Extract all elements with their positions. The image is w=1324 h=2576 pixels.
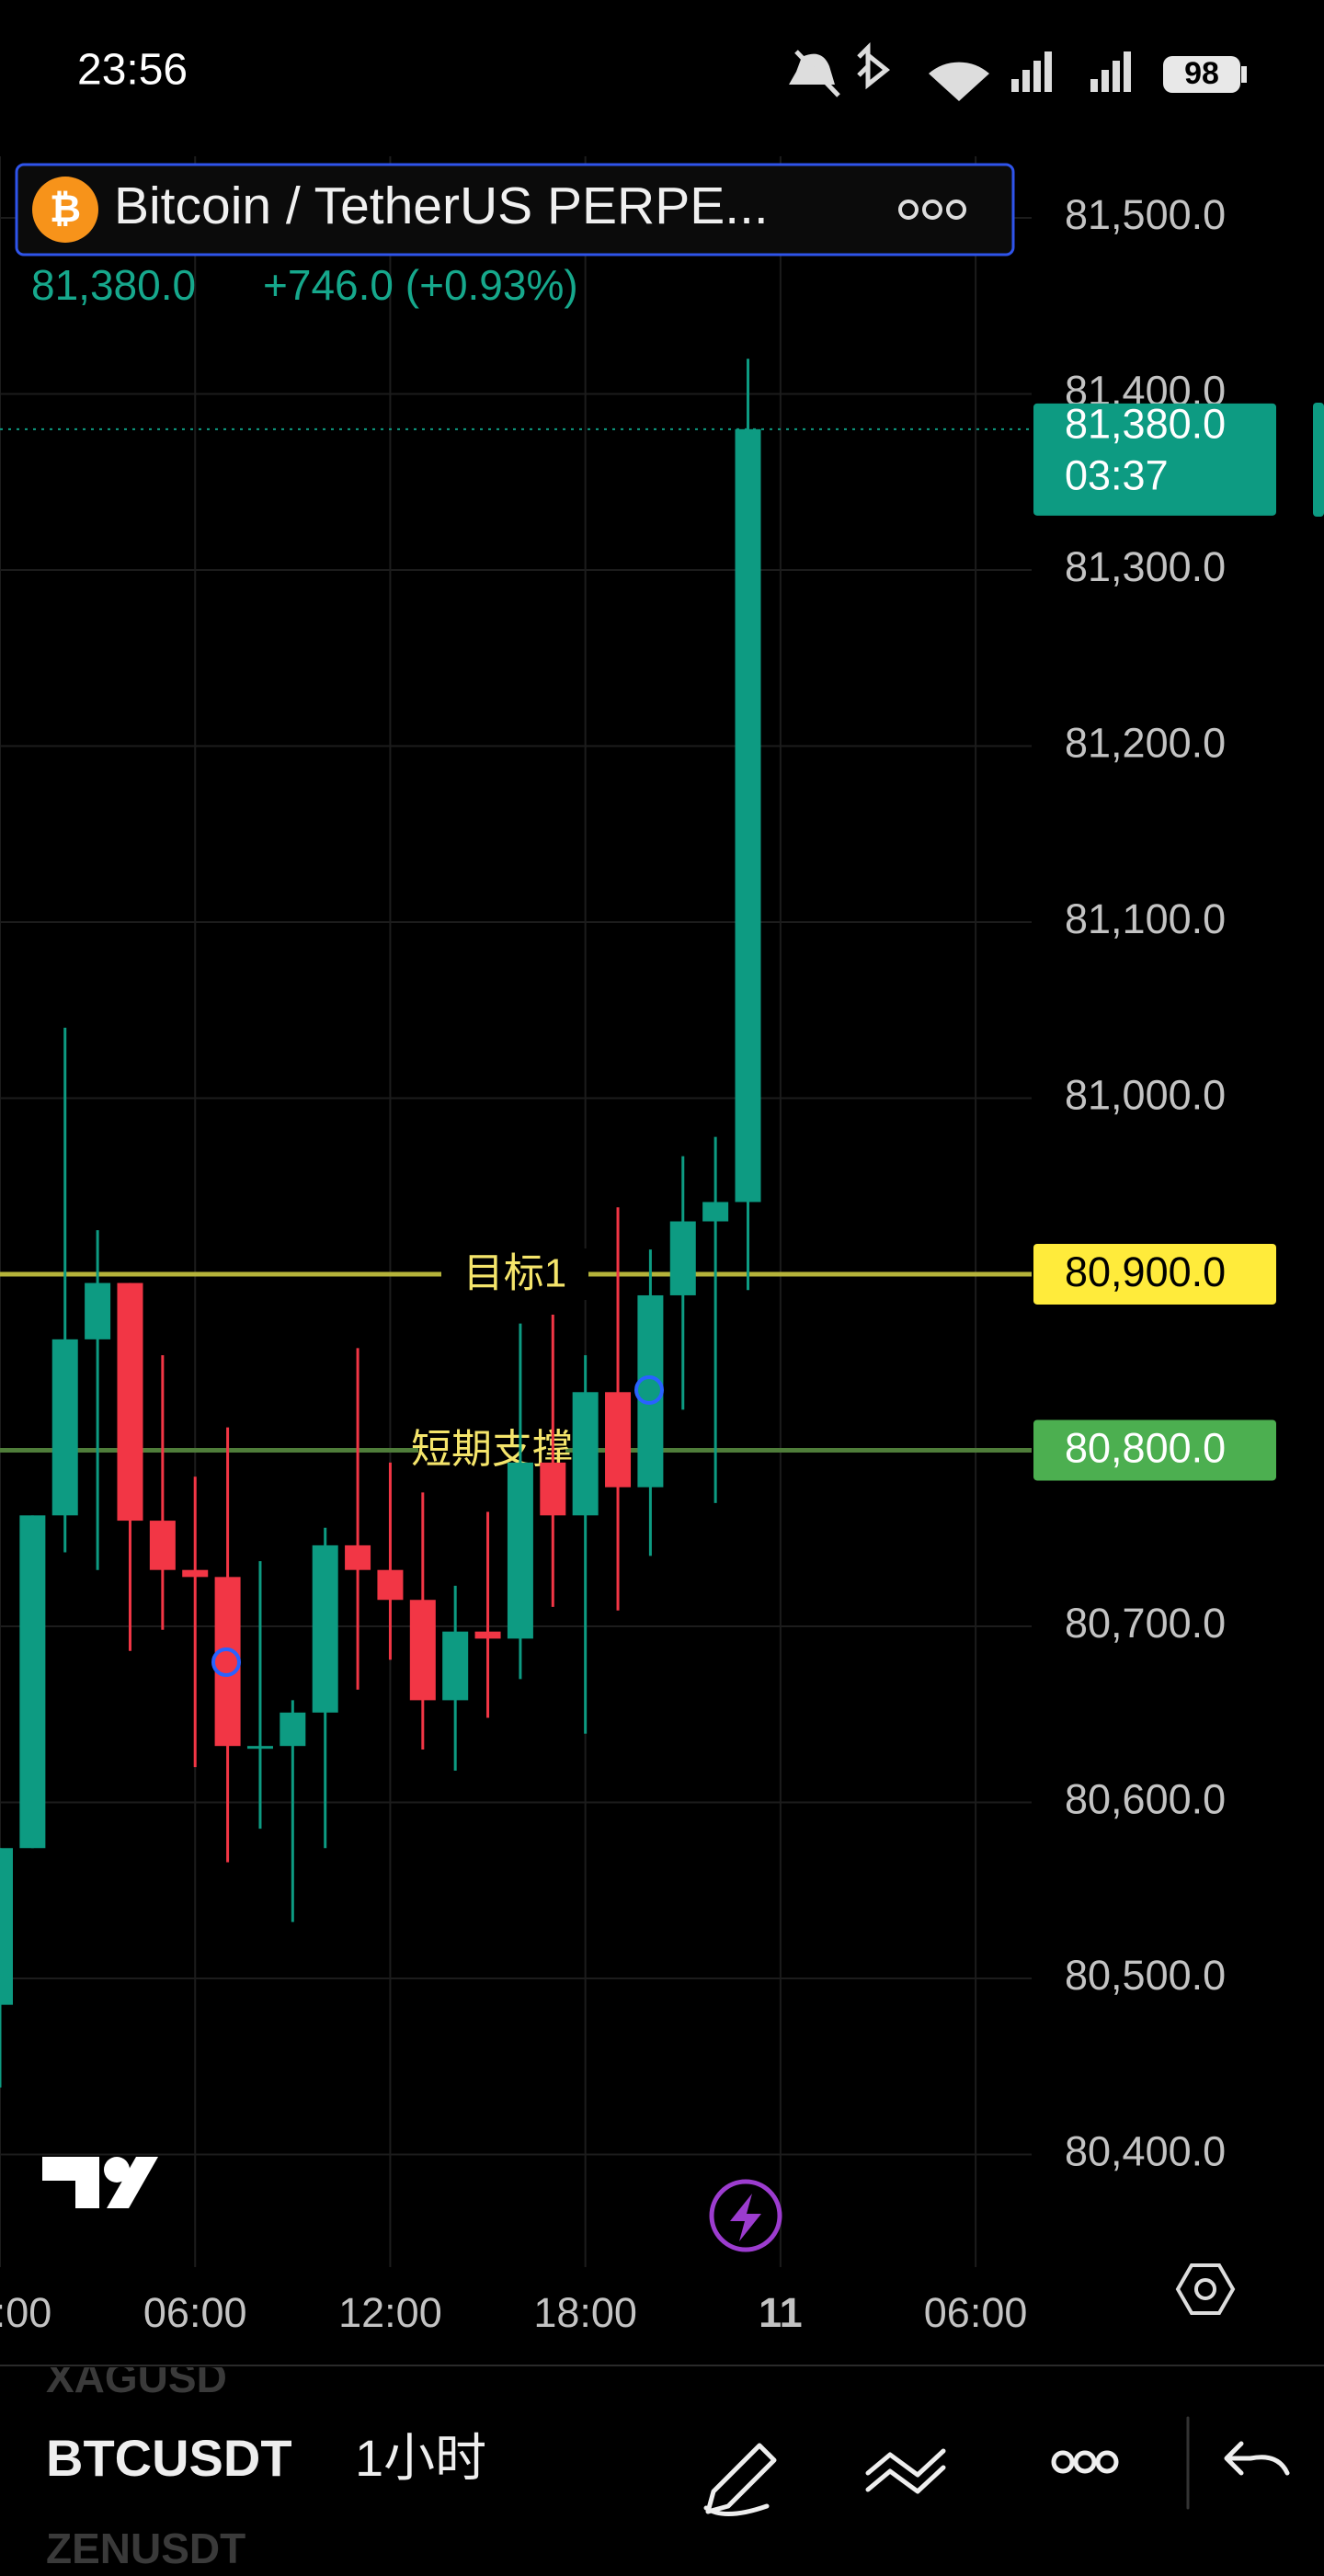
last-price-label: 81,380.0 [1065, 401, 1226, 448]
header-change: +746.0 (+0.93%) [263, 261, 578, 309]
price-tag [1033, 1243, 1276, 1305]
candle-body [605, 1392, 632, 1487]
bitcoin-glyph: ₿ [50, 187, 81, 230]
battery-level: 98 [1184, 56, 1219, 91]
y-tick-label: 81,300.0 [1065, 543, 1226, 590]
last-price-tag [1033, 403, 1276, 516]
settings-dot [1194, 2278, 1216, 2300]
y-tick-label: 80,600.0 [1065, 1775, 1226, 1822]
candle-body [442, 1631, 469, 1701]
trade-marker[interactable] [634, 1375, 664, 1405]
y-tick-label: 80,700.0 [1065, 1600, 1226, 1647]
y-tick-label: 80,500.0 [1065, 1952, 1226, 1999]
candle-body [735, 428, 761, 1203]
signal-bar [1022, 70, 1030, 92]
interval[interactable]: 1小时 [355, 2429, 486, 2487]
y-tick-label: 81,000.0 [1065, 1071, 1226, 1118]
grid-layer [0, 156, 1032, 2267]
previous-symbol: XAGUSD [46, 2354, 227, 2401]
candle-body [474, 1631, 501, 1639]
signal-bar [1044, 51, 1052, 92]
candle-body [280, 1712, 306, 1747]
candle-body [312, 1544, 338, 1713]
candle-body [540, 1462, 566, 1516]
candle-body [507, 1462, 533, 1639]
candle-body [51, 1339, 78, 1516]
signal-bar [1033, 61, 1041, 92]
candle-body [85, 1282, 111, 1339]
signal-bar [1011, 79, 1019, 92]
price-tag-label: 80,900.0 [1065, 1248, 1226, 1295]
y-tick-label: 80,400.0 [1065, 2127, 1226, 2174]
candle-body [669, 1221, 696, 1295]
x-tick-label: 12:00 [338, 2289, 442, 2336]
more-button[interactable] [898, 199, 966, 220]
candle-body [246, 1746, 273, 1750]
status-icons [789, 41, 1247, 101]
tradingview-logo [42, 2157, 158, 2208]
more-tools-button[interactable] [1051, 2450, 1119, 2474]
x-tick-label: 11 [759, 2289, 803, 2336]
symbol-header[interactable] [15, 163, 1015, 256]
next-symbol: ZENUSDT [46, 2525, 245, 2572]
candles [0, 359, 761, 2088]
indicators-button[interactable] [865, 2448, 946, 2494]
candle-body [117, 1282, 143, 1522]
undo-button[interactable] [1224, 2441, 1290, 2476]
bluetooth-icon [857, 41, 891, 90]
symbol-picker[interactable]: XAGUSD BTCUSDT ZENUSDT [46, 2354, 292, 2572]
candle-body [637, 1294, 664, 1487]
chart-markers [211, 1375, 664, 1677]
y-tick-label: 81,500.0 [1065, 191, 1226, 238]
y-tick-label: 81,200.0 [1065, 719, 1226, 766]
status-time: 23:56 [77, 46, 188, 95]
bitcoin-icon [32, 177, 98, 243]
battery-icon [1163, 56, 1240, 93]
candle-body [214, 1577, 241, 1747]
x-tick-label: 06:00 [143, 2289, 247, 2336]
signal-bar [1101, 70, 1109, 92]
x-tick-label: 00:00 [0, 2289, 51, 2336]
candle-body [149, 1521, 176, 1570]
lightning-icon [730, 2194, 761, 2241]
price-line-label-bg [441, 1248, 588, 1300]
settings-button[interactable] [1175, 2263, 1236, 2315]
price-line-label: 目标1 [463, 1251, 566, 1296]
mute-slash [794, 50, 840, 97]
x-tick-label: 06:00 [924, 2289, 1028, 2336]
candle-body [409, 1600, 436, 1701]
lightning-button[interactable] [709, 2179, 782, 2252]
candle-body [345, 1544, 371, 1570]
scroll-indicator [1313, 403, 1324, 517]
x-tick-label: 18:00 [533, 2289, 637, 2336]
candle-body [702, 1202, 729, 1222]
wifi-icon [929, 62, 989, 101]
candle-body [182, 1569, 209, 1578]
current-symbol[interactable]: BTCUSDT [46, 2429, 292, 2487]
candle-body [377, 1569, 404, 1601]
y-tick-label: 81,100.0 [1065, 895, 1226, 942]
price-tag-label: 80,800.0 [1065, 1424, 1226, 1471]
signal-bar [1090, 79, 1098, 92]
symbol-title: Bitcoin / TetherUS PERPE... [114, 177, 769, 235]
signal-bar [1124, 51, 1131, 92]
header-price: 81,380.0 [31, 261, 196, 309]
candle-body [0, 1848, 13, 2005]
price-tag [1033, 1419, 1276, 1481]
candle-body [19, 1515, 46, 1849]
candle-body [572, 1392, 599, 1516]
countdown-label: 03:37 [1065, 452, 1169, 499]
draw-button[interactable] [703, 2443, 777, 2517]
signal-bar [1113, 61, 1120, 92]
battery-tip [1241, 66, 1247, 83]
price-tags: 80,900.0 80,800.0 81,380.003:37 [1033, 401, 1276, 1481]
x-axis: 00:00 06:00 12:00 18:00 11 06:00 [0, 2289, 1027, 2336]
trade-marker[interactable] [211, 1647, 241, 1677]
